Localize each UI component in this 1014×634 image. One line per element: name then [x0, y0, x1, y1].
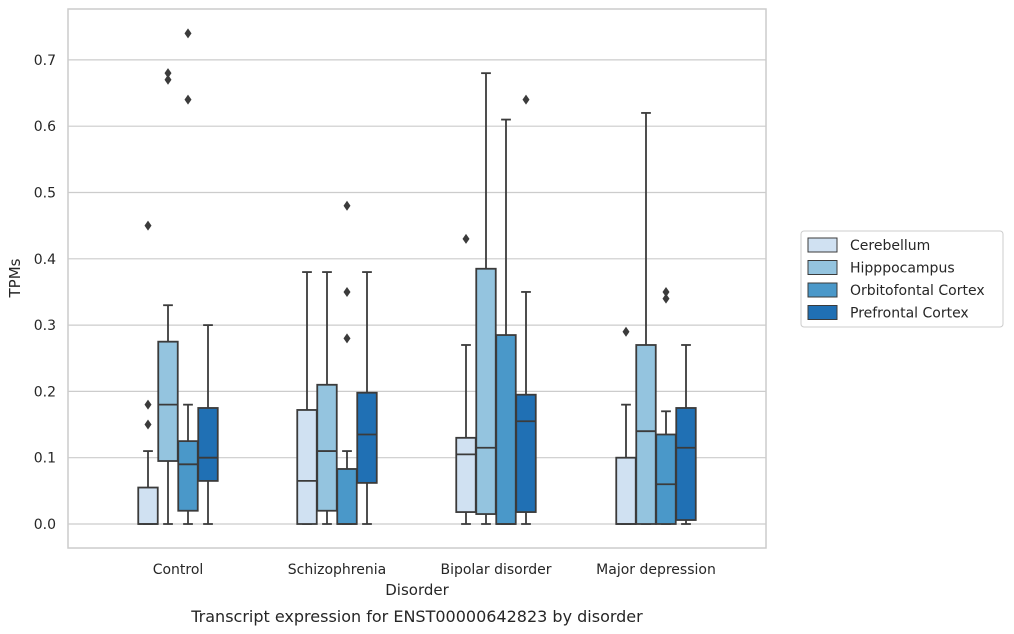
outlier-point: [343, 286, 351, 297]
x-axis-ticks: Control Schizophrenia Bipolar disorder Majo…: [153, 562, 716, 578]
outlier-point: [164, 68, 172, 79]
box-prefrontal-cortex-3: [675, 344, 697, 525]
box-body: [157, 340, 179, 462]
x-tick-label: Bipolar disorder: [440, 562, 551, 578]
outlier-point: [622, 326, 630, 337]
legend-label: Orbitofontal Cortex: [850, 283, 985, 299]
outlier-point: [662, 293, 670, 304]
legend-swatch: [807, 282, 838, 298]
outlier-point: [462, 233, 470, 244]
x-axis-label: Disorder: [385, 581, 449, 599]
legend-label: Cerebellum: [850, 238, 930, 254]
outlier-point: [144, 399, 152, 410]
box-body: [455, 436, 477, 513]
box-hipppocampus-1: [316, 271, 338, 525]
box-body: [675, 407, 697, 521]
box-body: [316, 383, 338, 512]
box-prefrontal-cortex-0: [197, 324, 219, 525]
outlier-point: [184, 94, 192, 105]
box-body: [197, 407, 219, 482]
x-tick-label: Major depression: [596, 562, 716, 578]
box-body: [356, 391, 378, 484]
outlier-point: [662, 286, 670, 297]
box-body: [137, 486, 159, 525]
box-orbitofontal-cortex-2: [495, 118, 517, 525]
outlier-point: [343, 200, 351, 211]
y-tick-label: 0.1: [34, 451, 56, 467]
box-body: [336, 468, 358, 525]
box-prefrontal-cortex-1: [356, 271, 378, 525]
y-tick-label: 0.0: [34, 517, 56, 533]
box-body: [177, 440, 199, 512]
outlier-point: [184, 28, 192, 39]
legend-swatch: [807, 260, 838, 275]
box-body: [296, 409, 318, 525]
box-cerebellum-1: [296, 271, 318, 525]
box-hipppocampus-2: [475, 72, 497, 525]
x-tick-label: Control: [153, 562, 204, 578]
y-tick-label: 0.6: [34, 119, 56, 135]
box-cerebellum-2: [455, 233, 477, 525]
legend-swatch: [807, 237, 838, 253]
box-cerebellum-0: [137, 220, 159, 525]
y-tick-label: 0.4: [34, 252, 56, 268]
box-body: [515, 393, 537, 513]
box-body: [615, 456, 637, 525]
outlier-point: [144, 419, 152, 430]
legend-label: Hipppocampus: [850, 261, 955, 277]
box-body: [475, 267, 497, 515]
legend-label: Prefrontal Cortex: [850, 306, 969, 322]
outlier-point: [343, 333, 351, 344]
box-body: [655, 433, 677, 525]
box-orbitofontal-cortex-3: [655, 286, 677, 525]
outlier-point: [164, 74, 172, 85]
box-hipppocampus-3: [635, 112, 657, 525]
y-tick-label: 0.3: [34, 318, 56, 334]
box-body: [495, 334, 517, 525]
y-tick-label: 0.2: [34, 384, 56, 400]
box-hipppocampus-0: [157, 68, 179, 525]
boxes: [137, 28, 697, 525]
y-tick-label: 0.5: [34, 186, 56, 202]
legend-swatch: [807, 305, 838, 320]
box-orbitofontal-cortex-0: [177, 28, 199, 525]
outlier-point: [144, 220, 152, 231]
box-orbitofontal-cortex-1: [336, 200, 358, 525]
x-tick-label: Schizophrenia: [288, 562, 386, 578]
y-axis-ticks: 0.0 0.1 0.2 0.3 0.4 0.5 0.6 0.7: [34, 53, 56, 533]
chart-caption: Transcript expression for ENST0000064282…: [190, 607, 643, 626]
legend-items: Cerebellum Hipppocampus Orbitofontal Corte…: [807, 237, 985, 322]
plot-area-frame: [67, 8, 767, 549]
box-prefrontal-cortex-2: [515, 94, 537, 525]
box-cerebellum-3: [615, 326, 637, 525]
box-body: [635, 344, 657, 525]
y-axis-label: TPMs: [6, 258, 24, 298]
legend: Cerebellum Hipppocampus Orbitofontal Corte…: [800, 230, 1004, 328]
y-tick-label: 0.7: [34, 53, 56, 69]
legend-frame: [800, 230, 1004, 328]
outlier-point: [522, 94, 530, 105]
